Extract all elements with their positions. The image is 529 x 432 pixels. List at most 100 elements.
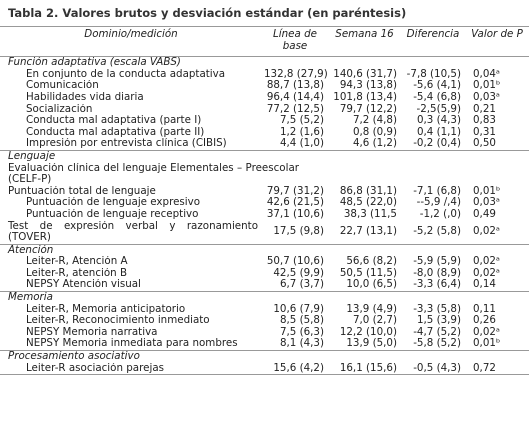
cell-value: 15,6 (4,2) [262,362,328,376]
row-label: Puntuación de lenguaje receptivo [26,208,199,220]
cell-value: 50,7 (10,6) [266,256,324,268]
cell-value: 0,01ᵇ [473,338,501,350]
cell-value: 0,31 [473,126,496,138]
column-header: Diferencia [401,25,465,58]
cell-value: 22,7 (13,1) [339,225,397,238]
data-row: Leiter-R, Reconocimiento inmediato 8,5 (5… [0,315,529,327]
column-header: Valor de P [465,25,529,58]
cell-value: 0,14 [473,279,496,291]
cell-value: 79,7 (12,2) [339,103,397,115]
cell-value: 13,9 (4,9) [346,303,397,315]
cell-value: 13,9 (5,0) [346,338,397,350]
cell-value: -1,2 (,0) [419,208,461,220]
cell-value: 7,5 (6,3) [279,326,324,338]
section-row: Memoria [0,291,529,304]
row-label: Leiter-R asociación parejas [0,362,262,376]
cell-value: 0,83 [473,115,496,127]
column-header: Línea de base [262,25,328,58]
data-row: Leiter-R, Memoria anticipatorio 10,6 (7,9… [0,304,529,316]
row-label: Puntuación total de lenguaje [8,185,156,197]
table-body: Función adaptativa (escala VABS) En conju… [0,56,529,376]
data-row: Test de expresión verbal y razonamiento … [0,221,529,245]
cell-value: --5,9 /,4) [416,197,461,209]
row-label: Leiter-R, Memoria anticipatorio [26,303,186,315]
section-title: Memoria [0,291,529,304]
cell-value: 0,01ᵇ [473,80,501,92]
cell-value: 0,02ᵃ [473,267,500,279]
data-row: Socialización 77,2 (12,5) 79,7 (12,2) -2,5(… [0,104,529,116]
cell-value: -3,3 (6,4) [413,279,461,291]
data-row: Conducta mal adaptativa (parte I) 7,5 (5,… [0,115,529,127]
data-row: NEPSY Memoria inmediata para nombres 8,1 … [0,338,529,350]
cell-value: 8,1 (4,3) [279,338,324,350]
cell-value: 0,72 [465,362,529,376]
cell-value: 0,11 [473,303,496,315]
data-row: NEPSY Atención visual 6,7 (3,7) 10,0 (6,5)… [0,279,529,291]
cell-value: -5,6 (4,1) [413,80,461,92]
data-row: Leiter-R, Atención A 50,7 (10,6) 56,6 (8,2… [0,256,529,268]
cell-value: 42,6 (21,5) [266,197,324,209]
cell-value: 101,8 (13,4) [333,91,397,103]
column-header: Semana 16 [328,25,401,58]
section-row: Atención [0,243,529,257]
cell-value: -0,2 (0,4) [413,138,461,150]
results-table: Dominio/medición Línea de base Semana 16 Di… [0,25,529,376]
cell-value: 0,8 (0,9) [352,126,397,138]
cell-value: 0,01ᵇ [473,185,501,197]
cell-value: 79,7 (31,2) [266,185,324,197]
row-label: Leiter-R, Reconocimiento inmediato [26,315,210,327]
data-row: Comunicación 88,7 (13,8) 94,3 (13,8) -5,6 (… [0,80,529,92]
cell-value: -7,1 (6,8) [413,185,461,197]
row-label: Impresión por entrevista clínica (CIBIS) [26,138,227,150]
cell-value: -5,9 (5,9) [413,256,461,268]
data-row: Leiter-R, atención B 42,5 (9,9) 50,5 (11,5… [0,268,529,280]
cell-value: 0,3 (4,3) [416,115,461,127]
cell-value: 37,1 (10,6) [266,208,324,220]
section-row: Lenguaje [0,149,529,163]
cell-value: 42,5 (9,9) [273,267,324,279]
cell-value: 0,50 [473,138,496,150]
data-row: NEPSY Memoria narrativa 7,5 (6,3) 12,2 (10… [0,327,529,339]
section-row: Procesamiento asociativo [0,350,529,363]
data-row: Habilidades vida diaria 96,4 (14,4) 101,8 … [0,92,529,104]
cell-value: 88,7 (13,8) [266,80,324,92]
cell-value: 0,02ᵃ [473,326,500,338]
cell-value: 0,26 [473,315,496,327]
cell-value: -5,2 (5,8) [413,225,461,238]
data-row: Leiter-R asociación parejas 15,6 (4,2) 16,… [0,362,529,376]
cell-value: -5,4 (6,8) [413,91,461,103]
cell-value: 0,02ᵃ [473,225,500,238]
cell-value: 94,3 (13,8) [339,80,397,92]
cell-value: 0,04ᵃ [473,68,500,80]
cell-value: 17,5 (9,8) [273,225,324,238]
row-label: NEPSY Atención visual [26,279,141,291]
cell-value: 16,1 (15,6) [328,362,401,376]
row-label: NEPSY Memoria inmediata para nombres [26,338,238,350]
cell-value: 0,49 [473,208,496,220]
cell-value: 48,5 (22,0) [339,197,397,209]
section-title: Lenguaje [0,149,529,163]
row-label: Evaluación clínica del lenguaje Elementa… [8,162,299,186]
section-title: Procesamiento asociativo [0,350,529,363]
cell-value: 7,0 (2,7) [352,315,397,327]
cell-value: 12,2 (10,0) [339,326,397,338]
cell-value: 0,21 [473,103,496,115]
cell-value: 10,6 (7,9) [273,303,324,315]
cell-value: 7,5 (5,2) [279,115,324,127]
cell-value: 0,4 (1,1) [416,126,461,138]
row-label: Conducta mal adaptativa (parte II) [26,126,205,138]
section-title: Función adaptativa (escala VABS) [0,56,529,69]
cell-value: -0,5 (4,3) [401,362,465,376]
data-row: Puntuación de lenguaje receptivo 37,1 (10… [0,209,529,221]
cell-value: 56,6 (8,2) [346,256,397,268]
row-label: Test de expresión verbal y razonamiento … [8,220,258,244]
row-label: Puntuación de lenguaje expresivo [26,197,201,209]
cell-value: 1,2 (1,6) [279,126,324,138]
cell-value: 77,2 (12,5) [266,103,324,115]
cell-value: 4,4 (1,0) [279,138,324,150]
row-label: Socialización [26,103,93,115]
table-title: Tabla 2. Valores brutos y desviación est… [8,6,407,20]
cell-value: 0,03ᵃ [473,91,500,103]
cell-value: 86,8 (31,1) [339,185,397,197]
section-title: Atención [0,243,529,257]
